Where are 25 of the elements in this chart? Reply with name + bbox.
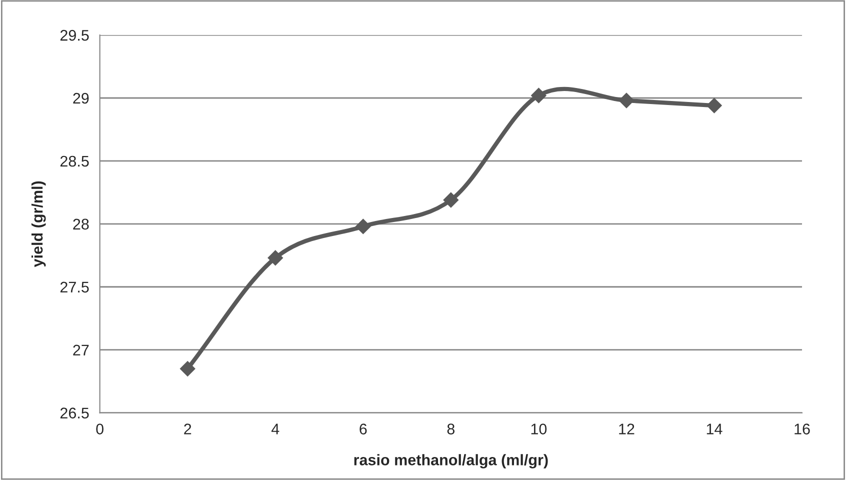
- point: [180, 361, 196, 376]
- y-tick-label: 26.5: [60, 408, 89, 418]
- y-tick-label: 27: [73, 344, 89, 356]
- y-tick-label: 27.5: [60, 282, 89, 293]
- point: [443, 192, 458, 208]
- y-tick-label: 29: [73, 92, 89, 104]
- y-tick-label: 29.5: [60, 30, 89, 41]
- y-tick-label: 28.5: [60, 156, 89, 167]
- point: [618, 92, 634, 108]
- y-tick-label: 28: [73, 218, 89, 230]
- x-tick-label: 6: [360, 424, 367, 434]
- x-tick-label: 4: [271, 424, 280, 434]
- x-tick-label: 16: [794, 424, 810, 434]
- point: [706, 98, 722, 114]
- x-tick-label: 14: [706, 424, 722, 434]
- y-axis-title: yield (gr/ml): [31, 181, 46, 268]
- x-tick-label: 2: [184, 424, 192, 434]
- point: [356, 218, 371, 234]
- point: [268, 250, 283, 266]
- x-tick-label: 0: [96, 424, 104, 434]
- x-tick-label: 12: [619, 424, 634, 434]
- x-axis-title: rasio methanol/alga (ml/gr): [354, 454, 548, 468]
- x-tick-label: 10: [531, 424, 547, 434]
- point: [531, 88, 546, 104]
- x-tick-label: 8: [447, 424, 454, 434]
